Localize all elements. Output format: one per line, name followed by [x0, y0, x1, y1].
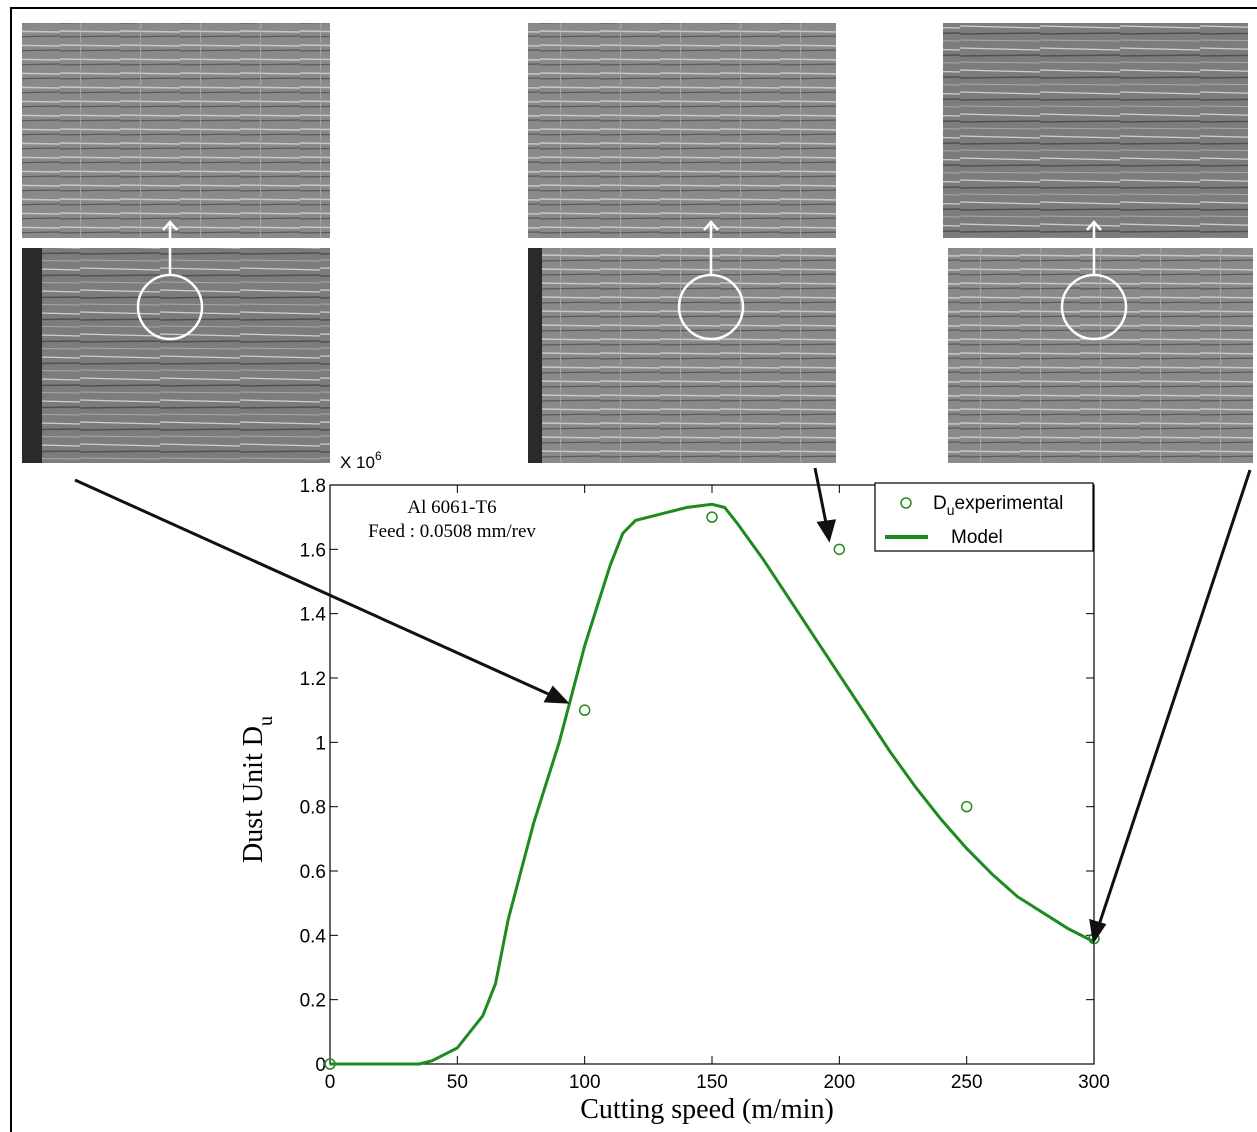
sem-images [22, 23, 1253, 463]
y-axis-label-main: Dust Unit D [238, 726, 269, 863]
plot: 0 50 100 150 200 250 300 0 0.2 0.4 0.6 0.8 1 1.2 1.4 1.… [238, 449, 1110, 1125]
zoom-arrow [1086, 220, 1102, 275]
legend-label: Model [951, 527, 1003, 548]
y-tick-label: 0.8 [300, 798, 326, 819]
model-line [330, 502, 1095, 1066]
y-tick-label: 0.4 [300, 926, 327, 947]
y-tick-label: 1.4 [300, 605, 327, 626]
legend: Duexperimental Model [874, 482, 1094, 552]
zoom-arrow [162, 220, 178, 275]
pointer-arrow [1096, 469, 1252, 929]
pointer-arrow [813, 467, 829, 529]
legend-label-suffix: experimental [955, 493, 1064, 514]
annotation: Feed : 0.0508 mm/rev [368, 521, 536, 542]
y-multiplier: X 106 [340, 449, 382, 472]
data-point [578, 704, 591, 716]
y-axis-label-sub: u [255, 716, 277, 726]
y-tick-label: 0 [315, 1055, 326, 1076]
arrow-head [543, 685, 570, 704]
sem-image [22, 248, 330, 463]
x-tick-label: 0 [325, 1072, 336, 1093]
x-tick-label: 50 [447, 1072, 468, 1093]
x-tick-label: 150 [696, 1072, 728, 1093]
x-tick-label: 200 [823, 1072, 855, 1093]
x-tick-label: 250 [951, 1072, 983, 1093]
x-tick-label: 300 [1078, 1072, 1110, 1093]
x-axis-label: Cutting speed (m/min) [580, 1094, 834, 1125]
legend-label-name: Model [951, 527, 1003, 548]
arrow-head [1089, 918, 1107, 945]
y-tick-label: 1.6 [300, 540, 326, 561]
sem-image [948, 248, 1253, 463]
y-tick-label: 1.8 [300, 476, 326, 497]
sem-edge [528, 248, 542, 463]
zoom-arrow [703, 220, 719, 275]
y-tick-label: 1 [315, 733, 326, 754]
y-tick-label: 1.2 [300, 669, 326, 690]
y-tick-label: 0.6 [300, 862, 326, 883]
y-multiplier-base: X 10 [340, 453, 375, 472]
x-tick-label: 100 [569, 1072, 601, 1093]
legend-label-name: D [933, 493, 947, 514]
data-point [706, 511, 718, 523]
sem-image [528, 248, 836, 463]
data-point [960, 800, 973, 813]
y-axis-label: Dust Unit Du [238, 716, 277, 863]
annotation: Al 6061-T6 [407, 497, 496, 518]
data-point [833, 543, 846, 556]
legend-box [874, 482, 1094, 552]
sem-edge [22, 248, 42, 463]
legend-label-sub: u [947, 502, 955, 518]
legend-label: Duexperimental [933, 493, 1063, 518]
sem-image [528, 23, 836, 238]
y-tick-label: 0.2 [300, 991, 326, 1012]
sem-image [22, 23, 330, 238]
pointer-arrow [74, 478, 556, 699]
sem-image [943, 23, 1248, 238]
legend-marker [900, 497, 912, 509]
y-multiplier-exp: 6 [375, 449, 382, 463]
arrow-head [816, 519, 837, 543]
pointer-arrows [74, 467, 1252, 945]
plot-area [329, 484, 1095, 1065]
